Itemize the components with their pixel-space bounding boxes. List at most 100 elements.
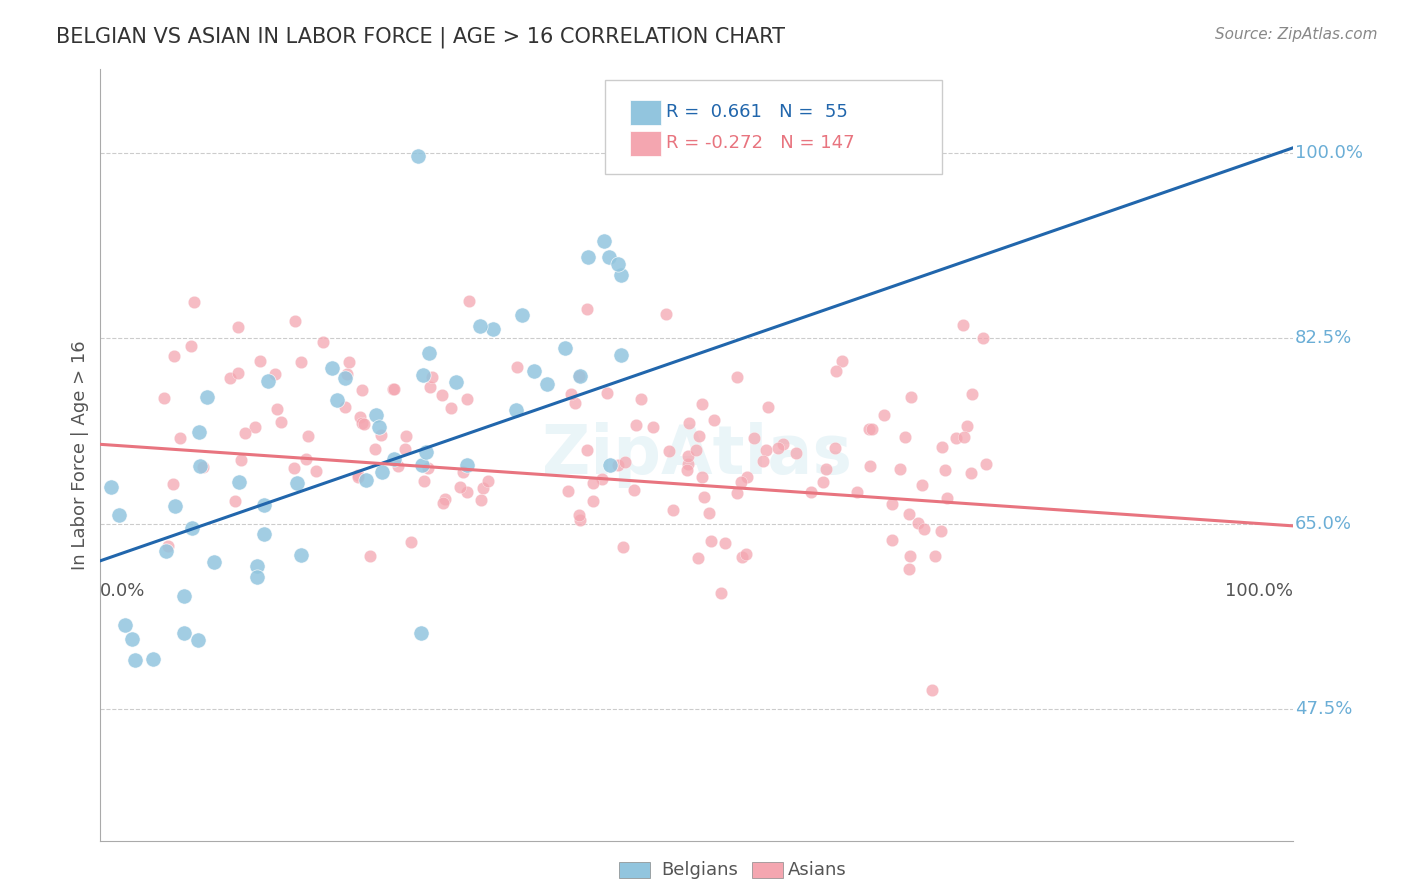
Point (449, 480, 471, 494)
Point (607, 257, 630, 271)
Point (121, 632, 143, 646)
Point (416, 461, 439, 475)
Point (382, 451, 405, 466)
Point (430, 387, 453, 401)
Point (335, 401, 357, 415)
Text: Source: ZipAtlas.com: Source: ZipAtlas.com (1215, 27, 1378, 42)
Point (165, 500, 187, 514)
Point (688, 429, 710, 443)
Point (304, 464, 326, 478)
Point (226, 366, 249, 380)
Point (643, 420, 665, 434)
Point (224, 494, 246, 508)
Point (197, 390, 219, 404)
Point (187, 632, 209, 647)
Point (735, 548, 758, 562)
Point (325, 393, 347, 408)
Point (162, 476, 184, 491)
Point (155, 544, 177, 558)
Point (569, 368, 592, 383)
Point (353, 417, 375, 431)
Point (266, 401, 288, 416)
Point (366, 408, 388, 422)
Point (219, 370, 242, 384)
Point (173, 626, 195, 640)
Point (596, 386, 619, 401)
Point (623, 483, 645, 497)
Point (882, 497, 904, 511)
Point (477, 474, 499, 488)
Point (675, 463, 697, 477)
Point (420, 370, 443, 384)
Point (505, 402, 527, 417)
Point (593, 234, 616, 248)
Point (349, 410, 371, 425)
Point (952, 318, 974, 332)
Point (359, 549, 381, 563)
Point (381, 382, 404, 396)
Point (768, 442, 790, 456)
Point (124, 653, 146, 667)
Point (599, 458, 621, 472)
Point (458, 294, 481, 309)
Point (418, 345, 440, 359)
Point (824, 441, 846, 455)
Text: 47.5%: 47.5% (1295, 700, 1353, 718)
Point (470, 318, 492, 333)
Point (831, 353, 853, 368)
Point (536, 376, 558, 391)
Point (945, 431, 967, 445)
Point (456, 458, 478, 472)
Text: 65.0%: 65.0% (1295, 515, 1353, 533)
Point (700, 534, 723, 549)
Point (249, 353, 271, 368)
Point (815, 461, 838, 475)
Point (395, 429, 418, 443)
Point (898, 549, 921, 563)
Point (294, 452, 316, 467)
Point (936, 491, 959, 505)
Point (470, 493, 492, 508)
Point (173, 589, 195, 603)
Point (229, 452, 252, 467)
Point (727, 486, 749, 500)
Point (510, 308, 533, 322)
Point (233, 425, 256, 440)
Point (744, 431, 766, 445)
Point (613, 455, 636, 469)
Point (785, 446, 807, 460)
Point (655, 307, 678, 321)
Point (180, 339, 202, 353)
Point (433, 492, 456, 507)
Point (263, 367, 285, 381)
Point (567, 508, 589, 522)
Point (471, 481, 494, 495)
Point (456, 392, 478, 407)
Point (568, 513, 591, 527)
Point (800, 484, 823, 499)
Point (560, 387, 582, 401)
Point (911, 478, 934, 492)
Point (456, 485, 478, 500)
Text: 100.0%: 100.0% (1225, 582, 1292, 600)
Point (730, 475, 752, 490)
Point (226, 319, 249, 334)
Point (350, 383, 373, 397)
Point (285, 475, 308, 490)
Point (554, 342, 576, 356)
Point (183, 294, 205, 309)
Text: BELGIAN VS ASIAN IN LABOR FORCE | AGE > 16 CORRELATION CHART: BELGIAN VS ASIAN IN LABOR FORCE | AGE > … (56, 27, 785, 48)
Point (290, 355, 312, 369)
Point (419, 379, 441, 393)
Point (394, 442, 416, 456)
Point (882, 533, 904, 548)
Point (897, 507, 920, 521)
Point (685, 442, 707, 457)
Point (960, 467, 983, 481)
Point (321, 360, 343, 375)
Text: 0.0%: 0.0% (100, 582, 146, 600)
Point (256, 374, 278, 388)
Point (337, 355, 360, 369)
Point (658, 444, 681, 458)
Point (180, 520, 202, 534)
